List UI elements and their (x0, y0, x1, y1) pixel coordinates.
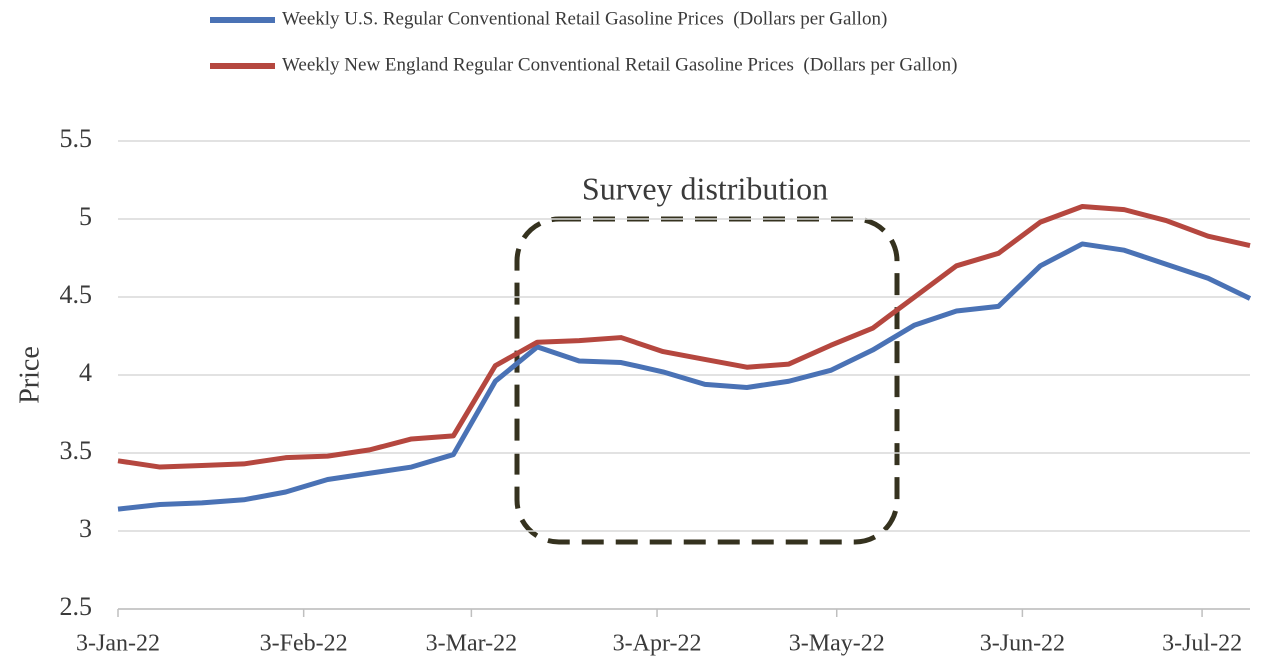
x-tick-label: 3-Jun-22 (980, 631, 1065, 657)
x-tick-label: 3-May-22 (789, 631, 885, 657)
x-tick-label: 3-Apr-22 (613, 631, 702, 657)
legend-label: Weekly U.S. Regular Conventional Retail … (282, 8, 887, 29)
annotation: Survey distribution (582, 170, 828, 206)
y-axis-label: Price (14, 346, 45, 404)
y-tick-label: 5 (79, 202, 92, 231)
y-tick-label: 2.5 (60, 592, 93, 621)
x-tick-label: 3-Mar-22 (426, 631, 518, 657)
survey-box (514, 216, 900, 545)
x-tick-label: 3-Jul-22 (1162, 631, 1242, 657)
y-tick-label: 4.5 (60, 280, 93, 309)
series-line (117, 204, 1251, 470)
y-tick-label: 5.5 (60, 124, 93, 153)
y-tick-label: 4 (79, 358, 92, 387)
x-tick-label: 3-Jan-22 (76, 631, 160, 657)
series-line (117, 241, 1252, 512)
y-tick-label: 3.5 (60, 436, 93, 465)
x-tick-label: 3-Feb-22 (260, 631, 348, 657)
y-tick-label: 3 (79, 514, 92, 543)
legend-label: Weekly New England Regular Conventional … (282, 54, 957, 75)
